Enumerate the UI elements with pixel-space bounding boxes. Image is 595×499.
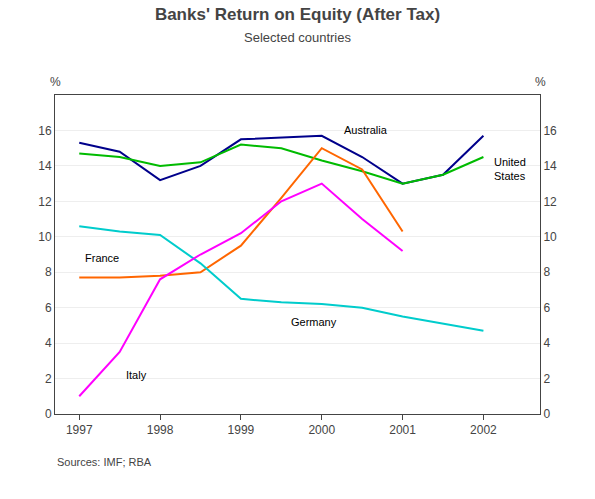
svg-text:6: 6	[45, 301, 52, 315]
svg-text:8: 8	[543, 265, 550, 279]
svg-text:1998: 1998	[147, 423, 174, 437]
svg-text:Italy: Italy	[126, 369, 147, 381]
svg-text:Australia: Australia	[344, 124, 388, 136]
svg-text:16: 16	[543, 124, 557, 138]
svg-text:12: 12	[38, 195, 52, 209]
svg-text:2: 2	[45, 372, 52, 386]
svg-text:Sources: IMF; RBA: Sources: IMF; RBA	[57, 456, 152, 468]
svg-text:2: 2	[543, 372, 550, 386]
svg-text:Banks' Return on Equity (After: Banks' Return on Equity (After Tax)Selec…	[155, 5, 440, 45]
svg-text:2001: 2001	[389, 423, 416, 437]
svg-text:12: 12	[543, 195, 557, 209]
svg-text:8: 8	[45, 265, 52, 279]
svg-text:1999: 1999	[228, 423, 255, 437]
svg-text:4: 4	[45, 336, 52, 350]
svg-text:%: %	[50, 75, 61, 89]
svg-text:Germany: Germany	[291, 316, 337, 328]
svg-text:1997: 1997	[66, 423, 93, 437]
svg-text:0: 0	[543, 407, 550, 421]
svg-text:4: 4	[543, 336, 550, 350]
svg-text:France: France	[85, 252, 119, 264]
svg-text:2000: 2000	[308, 423, 335, 437]
svg-text:14: 14	[38, 159, 52, 173]
svg-text:16: 16	[38, 124, 52, 138]
svg-text:14: 14	[543, 159, 557, 173]
svg-text:0: 0	[45, 407, 52, 421]
svg-text:10: 10	[38, 230, 52, 244]
svg-text:10: 10	[543, 230, 557, 244]
svg-text:%: %	[535, 75, 546, 89]
svg-text:6: 6	[543, 301, 550, 315]
svg-text:2002: 2002	[470, 423, 497, 437]
svg-text:UnitedStates: UnitedStates	[494, 156, 526, 182]
